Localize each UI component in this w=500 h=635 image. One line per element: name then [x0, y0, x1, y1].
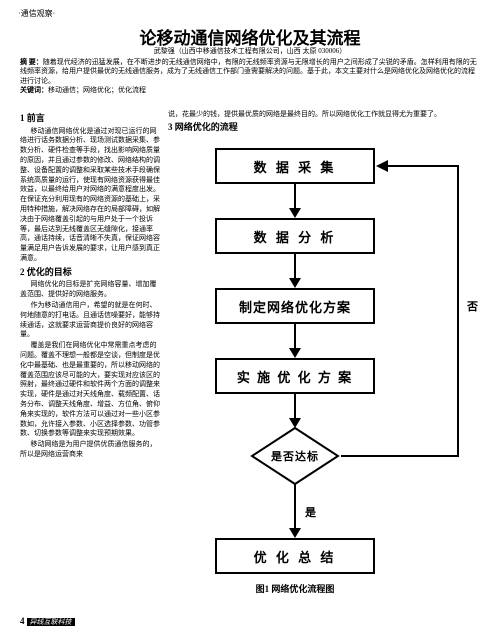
abstract-block: 摘 要：随着现代经济的迅猛发展，在不断进步的无线通信网络中，有限的无线频率资源与… [20, 58, 480, 96]
journal-name: 异线互联科技 [27, 618, 75, 626]
arrow-1-2 [287, 184, 303, 218]
label-yes: 是 [305, 504, 316, 520]
flowchart: 数 据 采 集 数 据 分 析 制定网络优化方案 实 施 优 化 方 案 是否达… [175, 148, 475, 608]
label-no: 否 [467, 298, 478, 314]
right-continue-text: 说，花最少的钱，提供最优质的网络是最终目的。所以网络优化工作就显得尤为重要了。 [168, 110, 441, 118]
flow-node-6: 优 化 总 结 [215, 538, 375, 574]
author-line: 武黎强（山西中移通信技术工程有限公司，山西 太原 030006） [0, 46, 500, 56]
section1-title: 1 前言 [20, 112, 160, 125]
arrow-2-3 [287, 254, 303, 288]
arrow-no-loop [338, 160, 468, 460]
keywords-text: 移动通信；网络优化；优化流程 [48, 86, 146, 94]
left-column: 1 前言 移动通信网络优化是通过对现已运行的网络进行话务数据分析、现场测试数据采… [20, 110, 160, 461]
section2-p2: 作为移动通信用户，希望的就是在何时、何地随意的打电话。且通话信噪要好，能够持续通… [20, 301, 160, 340]
arrow-5-6 [287, 484, 303, 538]
flow-decision: 是否达标 [250, 426, 340, 486]
section2-p4: 移动网络是为用户提供优质通信服务的，所以是网络运营商来 [20, 440, 160, 460]
abstract-text: 随着现代经济的迅猛发展，在不断进步的无线通信网络中，有限的无线频率资源与无限增长… [20, 58, 477, 85]
keywords-label: 关键词： [20, 86, 48, 94]
flow-decision-text: 是否达标 [250, 426, 340, 486]
section2-p3: 覆盖是我们在网络优化中常需重点考虑的问题。覆盖不理想一般都是空谈，但制度是优化中… [20, 341, 160, 439]
header-tag: ·通信观察· [18, 8, 55, 19]
section3-title: 3 网络优化的流程 [168, 121, 478, 133]
abstract-label: 摘 要： [20, 58, 43, 66]
arrow-3-4 [287, 324, 303, 358]
page-footer: 4 异线互联科技 [20, 616, 75, 627]
section2-title: 2 优化的目标 [20, 266, 160, 279]
section1-p1: 移动通信网络优化是通过对现已运行的网络进行话务数据分析、现场测试数据采集、参数分… [20, 127, 160, 264]
flow-caption: 图1 网络优化流程图 [215, 582, 375, 595]
section2-p1: 网络优化的目标是扩充网络容量、增加覆盖范围、提供好的网络服务。 [20, 280, 160, 300]
page-number: 4 [20, 616, 25, 626]
arrow-4-5 [287, 394, 303, 428]
right-top-text: 说，花最少的钱，提供最优质的网络是最终目的。所以网络优化工作就显得尤为重要了。 … [168, 110, 478, 134]
